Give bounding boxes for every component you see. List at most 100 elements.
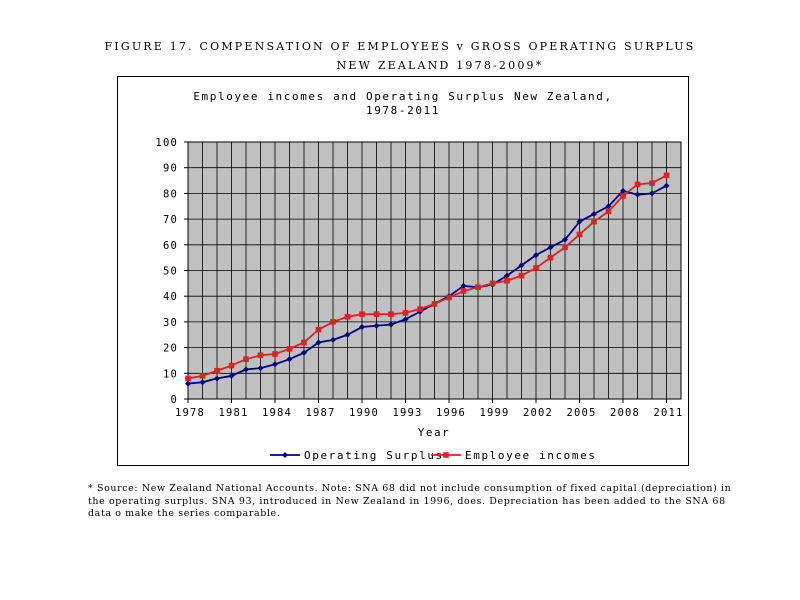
legend-marker — [443, 452, 449, 458]
data-point — [301, 339, 307, 346]
data-point — [214, 367, 220, 374]
data-point — [388, 321, 394, 328]
data-point — [315, 326, 322, 333]
data-point — [417, 306, 423, 312]
data-point — [518, 262, 525, 269]
data-point — [576, 218, 583, 225]
data-point — [286, 346, 293, 352]
data-point — [518, 272, 525, 279]
data-point — [359, 311, 365, 317]
x-tick-label: 1981 — [218, 407, 248, 419]
data-point — [199, 373, 206, 379]
x-tick-label: 1987 — [305, 407, 335, 419]
data-point — [620, 187, 626, 194]
figure-subtitle: NEW ZEALAND 1978-2009* — [336, 59, 544, 72]
data-point — [663, 172, 670, 179]
x-tick-label: 2011 — [653, 407, 683, 419]
data-point — [359, 324, 365, 331]
data-point — [185, 375, 191, 382]
data-point — [330, 336, 336, 343]
data-point — [243, 366, 249, 373]
legend-item: Employee incomes — [431, 449, 597, 462]
data-point — [591, 218, 597, 225]
chart-area: Employee incomes and Operating Surplus N… — [117, 76, 689, 466]
footnote: * Source: New Zealand National Accounts.… — [88, 483, 732, 519]
data-point — [460, 288, 467, 294]
data-point — [533, 252, 539, 259]
x-tick-label: 1990 — [349, 407, 379, 419]
y-tick-label: 0 — [170, 394, 178, 406]
y-tick-label: 30 — [163, 317, 178, 329]
data-point — [402, 316, 409, 323]
series-operating-surplus — [185, 182, 670, 387]
data-point — [605, 203, 612, 210]
line-chart: Employee incomes and Operating Surplus N… — [155, 90, 683, 462]
chart-title-line2: 1978-2011 — [366, 104, 440, 117]
data-point — [504, 277, 510, 284]
legend: Operating Surplus Employee incomes — [270, 449, 597, 462]
series-line — [187, 184, 667, 385]
data-point — [272, 351, 278, 357]
data-point — [243, 356, 249, 362]
y-tick-label: 80 — [163, 188, 178, 200]
data-point — [591, 210, 597, 217]
x-tick-label: 1993 — [392, 407, 422, 419]
data-point — [257, 352, 264, 359]
data-point — [431, 301, 438, 307]
data-point — [214, 375, 220, 382]
legend-marker — [282, 452, 288, 458]
y-tick-label: 20 — [163, 343, 178, 355]
x-tick-label: 2008 — [610, 407, 640, 419]
data-point — [475, 284, 481, 291]
data-point — [533, 265, 539, 271]
x-axis-label: Year — [418, 426, 451, 439]
data-point — [634, 191, 641, 198]
legend-item: Operating Surplus — [270, 449, 442, 462]
data-point — [373, 311, 380, 317]
x-tick-label: 2005 — [566, 407, 596, 419]
data-point — [576, 231, 583, 238]
data-point — [663, 182, 670, 189]
x-tick-label: 1978 — [175, 407, 205, 419]
x-tick-label: 1996 — [436, 407, 466, 419]
data-point — [634, 181, 641, 188]
data-point — [547, 244, 554, 251]
data-point — [489, 280, 496, 287]
x-tick-label: 2002 — [523, 407, 553, 419]
data-point — [562, 236, 568, 243]
y-tick-label: 60 — [163, 240, 178, 252]
series-employee-incomes — [185, 172, 670, 382]
x-tick-label: 1984 — [262, 407, 292, 419]
data-point — [228, 362, 235, 369]
legend-label: Employee incomes — [465, 449, 597, 462]
data-point — [649, 190, 655, 197]
y-tick-label: 100 — [155, 137, 178, 149]
series-line — [187, 174, 667, 380]
chart-title-line1: Employee incomes and Operating Surplus N… — [193, 90, 612, 103]
data-point — [228, 372, 235, 379]
x-tick-label: 1999 — [479, 407, 509, 419]
data-point — [315, 339, 322, 346]
figure-title: FIGURE 17. COMPENSATION OF EMPLOYEES v G… — [104, 40, 696, 53]
data-point — [344, 313, 351, 320]
data-point — [446, 294, 452, 301]
y-tick-label: 70 — [163, 214, 178, 226]
data-point — [649, 180, 655, 186]
y-tick-label: 50 — [163, 266, 178, 278]
data-point — [344, 331, 351, 338]
data-point — [620, 193, 626, 199]
data-point — [605, 208, 612, 215]
data-point — [388, 311, 394, 317]
y-tick-label: 90 — [163, 163, 178, 175]
data-point — [402, 310, 409, 316]
data-point — [504, 272, 510, 279]
y-tick-label: 40 — [163, 291, 178, 303]
data-point — [301, 349, 307, 356]
data-point — [286, 356, 293, 363]
data-point — [185, 380, 191, 387]
data-point — [373, 322, 380, 329]
data-point — [199, 379, 206, 386]
data-point — [460, 282, 467, 289]
data-point — [272, 361, 278, 368]
data-point — [547, 254, 554, 261]
